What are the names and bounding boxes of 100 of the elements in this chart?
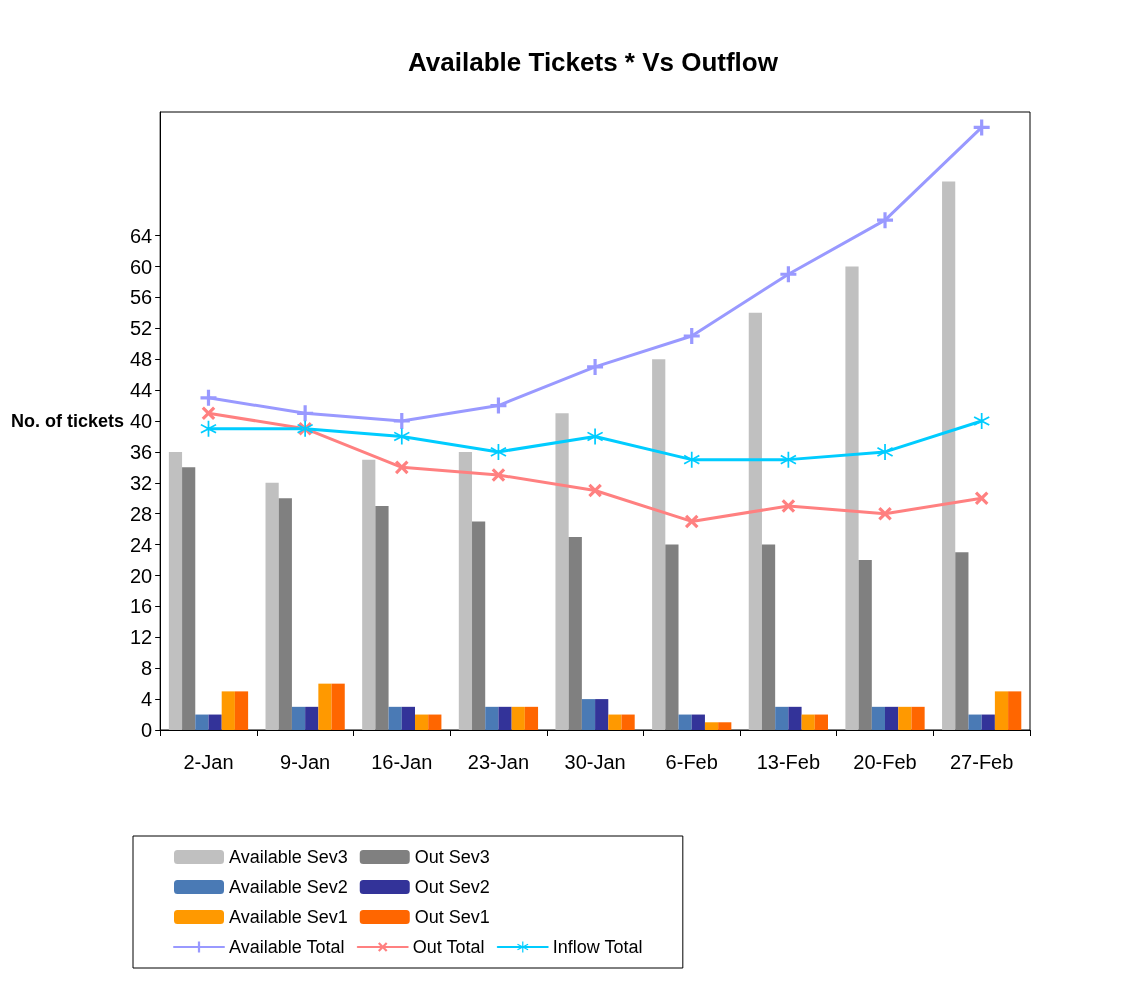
bar [775,706,789,730]
bar [362,459,376,730]
bar [994,691,1009,730]
bar [581,699,596,730]
point [297,405,314,422]
x-tick-label: 2-Jan [183,751,234,773]
y-tick-label: 16 [129,595,153,618]
bar [665,544,679,730]
y-tick-label: 44 [129,379,153,402]
bar [911,706,925,730]
bar [704,722,719,730]
point [683,328,700,345]
point [683,451,700,468]
point [490,397,507,414]
y-tick-label: 36 [129,440,153,463]
y-tick-label: 64 [129,224,153,247]
legend-label: Available Sev2 [229,877,348,897]
x-tick-label: 23-Jan [467,751,530,773]
bar [485,706,499,730]
bar [195,714,209,730]
bar [511,706,525,730]
legend-label: Out Sev3 [414,847,490,867]
legend-label: Out Total [412,937,485,957]
point [200,389,217,406]
bar [858,560,872,730]
bar [472,521,486,730]
point [973,119,990,136]
bar [691,714,705,730]
bar [401,706,415,730]
bar [234,691,249,730]
x-tick-label: 9-Jan [280,751,331,773]
y-tick-label: 20 [129,564,153,587]
bar [182,467,196,730]
bar [788,706,802,730]
bar [621,714,635,730]
bar [814,714,828,730]
bar [955,552,969,730]
bar [221,691,235,730]
bar [524,706,539,730]
point [973,413,990,429]
point [974,491,989,506]
bar [375,505,389,730]
bar [608,714,622,730]
legend-label: Out Sev2 [414,877,490,897]
point [587,358,604,375]
x-tick-label: 16-Jan [371,751,433,773]
y-tick-label: 8 [141,657,153,680]
bar [498,706,512,730]
bar [1008,691,1022,730]
bar [942,181,956,730]
bar [318,683,332,730]
bar [428,714,442,730]
bar [331,683,345,730]
legend-label: Available Total [229,937,345,957]
y-tick-label: 12 [129,626,153,649]
bar [801,714,815,730]
bar [568,536,582,730]
point [684,514,699,529]
point [587,428,604,445]
bar [652,359,666,730]
y-tick-label: 24 [129,533,153,556]
bar [761,544,776,730]
bar [898,706,912,730]
x-tick-label: 6-Feb [665,751,718,773]
bar [968,714,982,730]
bar [595,699,609,730]
bar [718,722,732,730]
y-tick-label: 32 [129,471,153,494]
bar [555,413,569,730]
y-tick-label: 48 [129,348,153,371]
legend-label: Inflow Total [552,937,643,957]
y-tick-label: 0 [141,719,153,741]
y-tick-label: 40 [129,410,153,432]
bar [845,266,859,730]
bar [305,706,319,730]
point [877,212,894,229]
point [393,428,410,445]
bar [388,706,402,730]
y-tick-label: 4 [141,688,153,711]
bar [458,451,473,730]
bar [291,706,306,730]
legend-label: Available Sev1 [229,907,348,927]
x-tick-label: 27-Feb [949,751,1014,773]
bar [678,714,692,730]
bar [278,498,292,730]
bar [885,706,899,730]
x-tick-label: 30-Jan [564,751,626,773]
point [490,443,507,460]
y-tick-label: 28 [129,502,153,525]
bar [168,451,183,730]
legend-label: Available Sev3 [229,847,348,867]
y-tick-label: 52 [129,317,153,340]
point [780,266,797,283]
y-tick-label: 60 [129,255,153,278]
bar [414,714,429,730]
bar [981,714,995,730]
x-tick-label: 20-Feb [853,751,917,773]
bar [748,312,762,730]
x-tick-label: 13-Feb [756,751,821,773]
y-axis-title: No. of tickets [10,411,125,431]
